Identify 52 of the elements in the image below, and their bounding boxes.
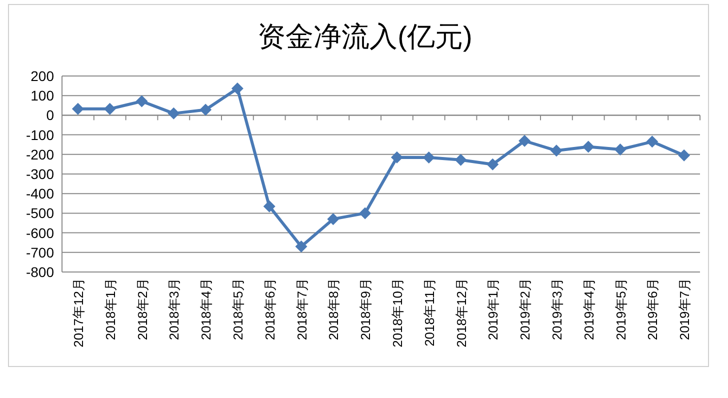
point <box>390 151 403 164</box>
point <box>678 149 690 162</box>
point <box>168 107 180 120</box>
x-tick-label: 2018年9月 <box>358 278 374 340</box>
x-tick-label: 2018年1月 <box>102 278 118 340</box>
x-tick-label: 2018年5月 <box>230 278 246 340</box>
y-tick-label: -700 <box>26 244 54 260</box>
x-tick-label: 2019年6月 <box>645 278 660 340</box>
point <box>518 134 531 147</box>
point <box>550 144 562 157</box>
x-tick-label: 2018年4月 <box>198 278 214 340</box>
x-tick-label: 2019年1月 <box>486 278 501 340</box>
x-tick-label: 2019年2月 <box>518 278 533 340</box>
x-tick-label: 2019年4月 <box>581 278 596 340</box>
point <box>200 104 212 116</box>
x-tick-label: 2019年7月 <box>677 278 692 340</box>
point <box>486 158 499 170</box>
x-tick-label: 2018年6月 <box>262 278 278 340</box>
point <box>295 240 308 253</box>
y-tick-label: 100 <box>30 88 54 104</box>
point <box>231 82 244 95</box>
point <box>327 213 340 226</box>
point <box>582 140 594 153</box>
x-tick-label: 2018年10月 <box>390 278 405 348</box>
x-tick-label: 2018年12月 <box>454 278 469 348</box>
y-tick-label: 200 <box>30 68 54 84</box>
point <box>646 136 658 148</box>
x-tick-label: 2019年3月 <box>549 278 564 340</box>
y-tick-label: -600 <box>26 224 54 241</box>
point <box>614 144 626 156</box>
x-tick-label: 2018年8月 <box>326 278 342 340</box>
x-tick-label: 2017年12月 <box>70 278 86 348</box>
y-tick-label: -800 <box>26 264 54 280</box>
x-tick-label: 2018年11月 <box>422 278 437 346</box>
point <box>263 200 276 212</box>
x-tick-label: 2018年7月 <box>294 278 310 340</box>
x-tick-label: 2019年5月 <box>613 278 628 340</box>
point <box>104 102 116 115</box>
point <box>72 102 84 115</box>
chart-title: 资金净流入(亿元) <box>258 21 472 52</box>
x-tick-label: 2018年2月 <box>134 278 150 340</box>
y-tick-label: -200 <box>26 146 54 162</box>
point <box>422 152 435 164</box>
point <box>454 154 467 166</box>
y-tick-label: -300 <box>26 166 54 182</box>
y-tick-label: -100 <box>26 126 54 143</box>
y-tick-label: -500 <box>26 205 54 222</box>
y-tick-label: -400 <box>26 186 54 202</box>
point <box>359 207 372 220</box>
x-tick-label: 2018年3月 <box>166 278 182 340</box>
y-tick-label: 0 <box>46 107 54 124</box>
point <box>136 95 148 108</box>
